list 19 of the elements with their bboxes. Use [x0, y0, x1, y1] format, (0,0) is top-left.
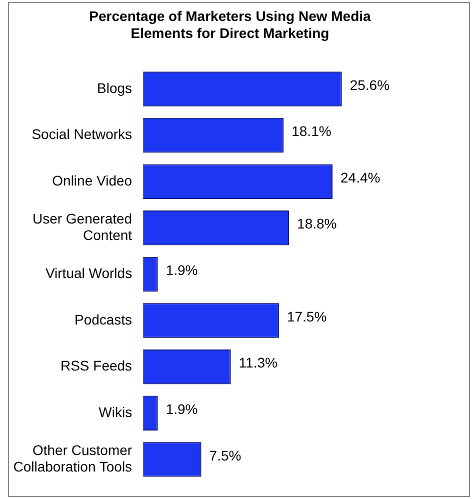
data-label: 18.1% — [292, 123, 332, 140]
y-tick-label: Wikis — [98, 404, 132, 420]
y-tick-label: RSS Feeds — [60, 358, 132, 374]
chart-title: Percentage of Marketers Using New Media Elements for Direct Marketing — [88, 8, 372, 42]
y-tick-label: Other Customer Collaboration Tools — [13, 442, 132, 475]
y-tick-label: Blogs — [97, 80, 132, 96]
data-label: 18.8% — [297, 216, 337, 232]
data-label: 17.5% — [286, 308, 327, 324]
y-tick-label: Virtual Worlds — [45, 265, 132, 282]
y-tick-label: Podcasts — [74, 311, 132, 328]
data-label: 7.5% — [209, 447, 242, 464]
data-label: 25.6% — [350, 76, 390, 93]
y-tick-label: User Generated Content — [32, 210, 132, 244]
data-label: 1.9% — [166, 262, 198, 278]
y-tick-label: Social Networks — [32, 126, 132, 142]
data-label: 1.9% — [166, 400, 198, 417]
data-label: 11.3% — [238, 354, 278, 371]
data-label: 24.4% — [340, 169, 380, 186]
y-tick-label: Online Video — [52, 172, 132, 188]
